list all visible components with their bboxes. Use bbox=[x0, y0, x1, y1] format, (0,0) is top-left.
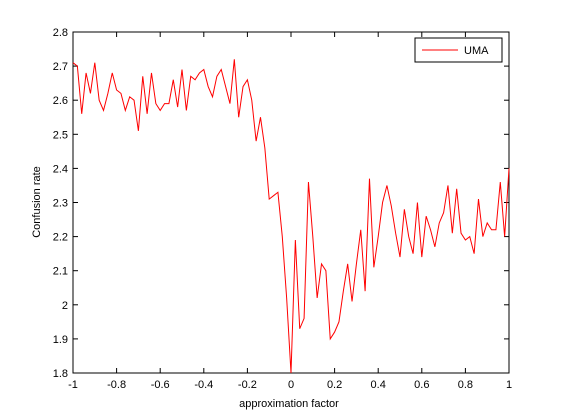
y-tick-label: 2.6 bbox=[53, 95, 68, 107]
x-tick-label: -1 bbox=[68, 379, 78, 391]
x-tick-label: -0.2 bbox=[238, 379, 257, 391]
y-tick-label: 2.2 bbox=[53, 232, 68, 244]
plot-area bbox=[72, 31, 510, 374]
x-tick-label: 0 bbox=[288, 379, 294, 391]
y-tick-label: 2.8 bbox=[53, 27, 68, 39]
x-tick-label: 0.4 bbox=[371, 379, 386, 391]
y-tick-label: 2 bbox=[62, 300, 68, 312]
x-axis-label: approximation factor bbox=[239, 398, 339, 410]
x-tick-label: 0.8 bbox=[458, 379, 473, 391]
y-axis-label: Confusion rate bbox=[31, 166, 43, 238]
y-tick-label: 2.5 bbox=[53, 129, 68, 141]
y-tick-label: 2.7 bbox=[53, 61, 68, 73]
x-tick-label: -0.4 bbox=[194, 379, 213, 391]
x-tick-label: -0.6 bbox=[151, 379, 170, 391]
y-tick-label: 1.9 bbox=[53, 334, 68, 346]
y-tick-label: 2.1 bbox=[53, 266, 68, 278]
data-line bbox=[72, 59, 510, 374]
y-tick-label: 2.3 bbox=[53, 198, 68, 210]
x-tick-label: -0.8 bbox=[107, 379, 126, 391]
legend-label: UMA bbox=[464, 45, 489, 57]
x-tick-label: 0.2 bbox=[327, 379, 342, 391]
y-tick-label: 1.8 bbox=[53, 368, 68, 380]
x-tick-label: 1 bbox=[506, 379, 512, 391]
x-tick-label: 0.6 bbox=[414, 379, 429, 391]
y-tick-label: 2.4 bbox=[53, 163, 68, 175]
